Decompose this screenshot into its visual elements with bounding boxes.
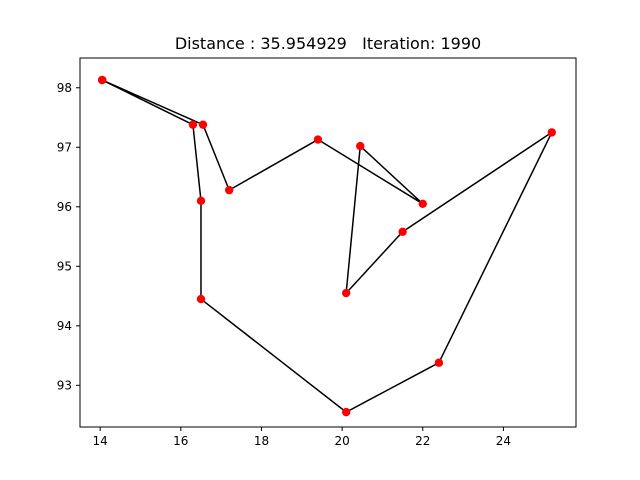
x-tick-label: 18 (254, 434, 269, 448)
city-point (547, 128, 556, 137)
y-tick-label: 94 (57, 319, 72, 333)
axes-frame (79, 57, 577, 428)
city-point (198, 120, 208, 129)
x-axis-ticks: 14 16 18 20 22 24 (93, 427, 511, 448)
x-tick-label: 22 (415, 434, 430, 448)
city-point (188, 120, 198, 129)
y-tick-label: 96 (57, 200, 72, 214)
y-axis-ticks: 93 94 95 96 97 98 (57, 81, 80, 392)
y-tick-label: 95 (57, 259, 72, 273)
y-tick-label: 93 (57, 378, 72, 392)
city-point (341, 407, 351, 417)
y-tick-label: 97 (57, 140, 72, 154)
series-layer (97, 75, 556, 417)
x-tick-label: 24 (496, 434, 511, 448)
city-point (434, 358, 444, 367)
x-tick-label: 14 (93, 434, 108, 448)
chart-title: Distance : 35.954929 Iteration: 1990 (175, 34, 481, 53)
x-tick-label: 16 (173, 434, 188, 448)
city-point (225, 185, 234, 195)
city-point (313, 135, 323, 144)
x-tick-label: 20 (334, 434, 349, 448)
y-tick-label: 98 (57, 81, 72, 95)
city-point (196, 294, 206, 304)
city-point (356, 141, 365, 151)
city-point (341, 288, 351, 298)
city-point (398, 227, 407, 236)
city-point (196, 196, 206, 206)
city-point (418, 199, 427, 209)
city-point (97, 75, 107, 85)
